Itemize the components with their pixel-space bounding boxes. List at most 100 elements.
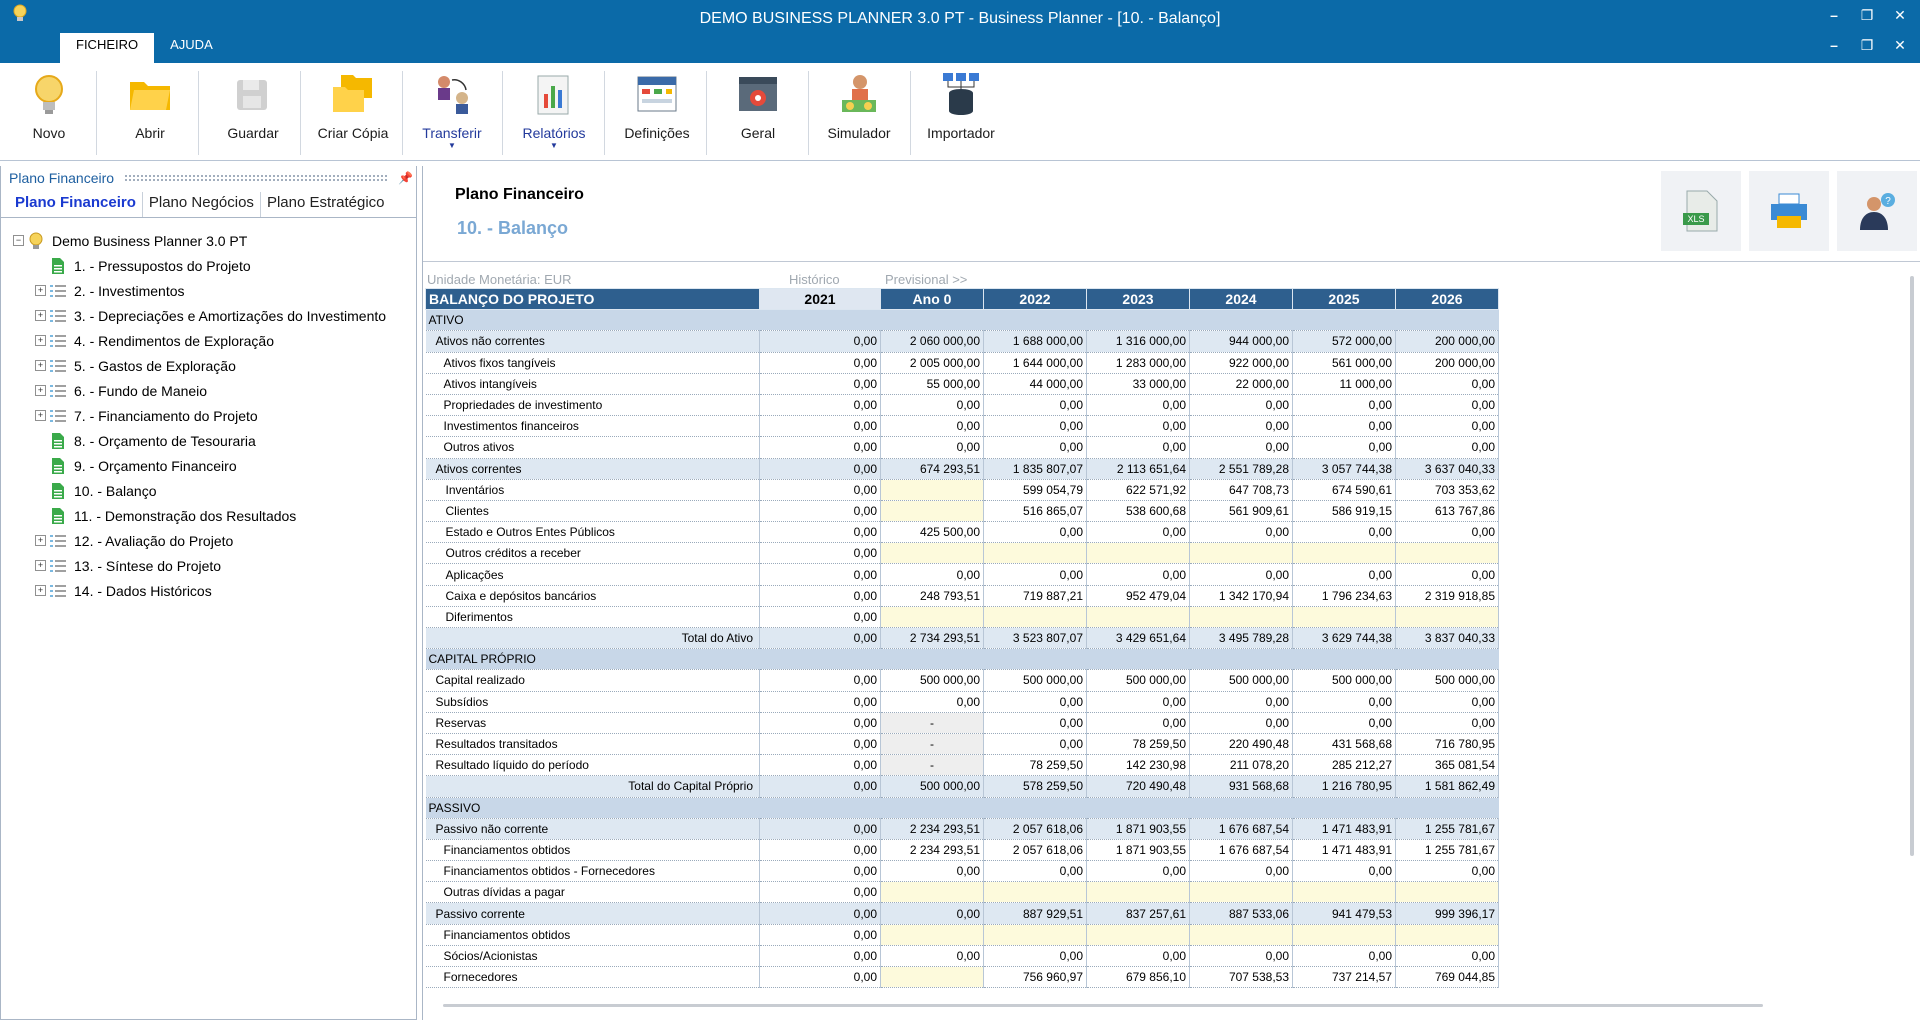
table-cell[interactable] xyxy=(1292,881,1396,904)
table-cell[interactable]: 285 212,27 xyxy=(1292,754,1396,777)
tree-item[interactable]: +4. - Rendimentos de Exploração xyxy=(13,328,413,353)
table-cell[interactable]: 0,00 xyxy=(1189,415,1293,438)
table-cell[interactable] xyxy=(1395,924,1499,946)
tree-item[interactable]: +12. - Avaliação do Projeto xyxy=(13,528,413,553)
tab-plano-financeiro[interactable]: Plano Financeiro xyxy=(9,192,143,217)
table-cell[interactable]: 0,00 xyxy=(759,352,881,374)
table-cell[interactable]: 0,00 xyxy=(1292,563,1396,586)
settings-button[interactable]: Definições xyxy=(616,69,698,157)
expand-icon[interactable]: + xyxy=(35,310,46,321)
table-cell[interactable] xyxy=(880,542,984,565)
expand-icon[interactable]: + xyxy=(35,410,46,421)
table-cell[interactable]: 78 259,50 xyxy=(983,754,1087,777)
table-cell[interactable]: 0,00 xyxy=(759,881,881,904)
table-cell[interactable]: 0,00 xyxy=(983,436,1087,459)
table-cell[interactable]: 0,00 xyxy=(983,521,1087,544)
table-cell[interactable]: 0,00 xyxy=(1395,860,1499,883)
table-cell[interactable]: 425 500,00 xyxy=(880,521,984,544)
table-cell[interactable]: 0,00 xyxy=(1189,521,1293,544)
table-cell[interactable]: 0,00 xyxy=(1395,394,1499,417)
expand-icon[interactable]: + xyxy=(35,385,46,396)
expand-icon[interactable]: + xyxy=(35,585,46,596)
table-cell[interactable]: 211 078,20 xyxy=(1189,754,1293,777)
table-cell[interactable]: 0,00 xyxy=(759,754,881,777)
table-cell[interactable]: 2 057 618,06 xyxy=(983,839,1087,862)
table-cell[interactable]: 538 600,68 xyxy=(1086,500,1190,523)
bulb-app-icon[interactable] xyxy=(8,2,32,26)
table-cell[interactable]: 0,00 xyxy=(1086,415,1190,438)
create-copy-button[interactable]: Criar Cópia xyxy=(314,69,392,157)
table-cell[interactable]: 561 909,61 xyxy=(1189,500,1293,523)
table-cell[interactable]: 0,00 xyxy=(759,373,881,395)
table-cell[interactable] xyxy=(1292,542,1396,565)
table-cell[interactable] xyxy=(1086,881,1190,904)
table-cell[interactable]: 0,00 xyxy=(1086,563,1190,586)
table-cell[interactable]: 0,00 xyxy=(983,945,1087,968)
restore-button[interactable]: ❐ xyxy=(1860,7,1874,23)
table-cell[interactable]: 0,00 xyxy=(1189,563,1293,586)
table-cell[interactable]: - xyxy=(880,733,984,756)
table-cell[interactable]: 1 471 483,91 xyxy=(1292,839,1396,862)
table-cell[interactable]: 1 796 234,63 xyxy=(1292,585,1396,607)
transfer-button[interactable]: Transferir ▼ xyxy=(414,69,490,157)
new-button[interactable]: Novo xyxy=(20,69,78,157)
table-cell[interactable]: 248 793,51 xyxy=(880,585,984,607)
table-cell[interactable]: 22 000,00 xyxy=(1189,373,1293,395)
tree-item[interactable]: +6. - Fundo de Maneio xyxy=(13,378,413,403)
table-cell[interactable]: 613 767,86 xyxy=(1395,500,1499,523)
table-cell[interactable] xyxy=(983,606,1087,629)
table-cell[interactable]: 0,00 xyxy=(759,669,881,692)
importer-button[interactable]: Importador xyxy=(918,69,1004,157)
table-cell[interactable]: 220 490,48 xyxy=(1189,733,1293,756)
tree-item[interactable]: +7. - Financiamento do Projeto xyxy=(13,403,413,428)
table-cell[interactable]: 0,00 xyxy=(759,542,881,565)
table-cell[interactable]: - xyxy=(880,712,984,734)
table-cell[interactable]: 0,00 xyxy=(1189,394,1293,417)
table-cell[interactable]: 719 887,21 xyxy=(983,585,1087,607)
general-button[interactable]: Geral xyxy=(718,69,798,157)
table-cell[interactable]: 0,00 xyxy=(1395,563,1499,586)
print-button[interactable] xyxy=(1749,171,1829,251)
table-cell[interactable]: 0,00 xyxy=(983,415,1087,438)
table-cell[interactable]: 561 000,00 xyxy=(1292,352,1396,374)
table-cell[interactable]: 586 919,15 xyxy=(1292,500,1396,523)
table-cell[interactable]: 33 000,00 xyxy=(1086,373,1190,395)
table-cell[interactable]: 0,00 xyxy=(880,860,984,883)
table-cell[interactable] xyxy=(880,924,984,946)
table-cell[interactable]: 500 000,00 xyxy=(1189,669,1293,692)
table-cell[interactable]: 500 000,00 xyxy=(983,669,1087,692)
expand-icon[interactable]: + xyxy=(35,560,46,571)
table-cell[interactable]: 0,00 xyxy=(759,436,881,459)
tree-item[interactable]: +3. - Depreciações e Amortizações do Inv… xyxy=(13,303,413,328)
table-cell[interactable]: 0,00 xyxy=(1292,415,1396,438)
table-cell[interactable]: 0,00 xyxy=(759,563,881,586)
expand-icon[interactable]: + xyxy=(35,535,46,546)
table-cell[interactable] xyxy=(1189,542,1293,565)
table-cell[interactable] xyxy=(1086,606,1190,629)
help-button[interactable]: ? xyxy=(1837,171,1917,251)
table-cell[interactable]: 78 259,50 xyxy=(1086,733,1190,756)
table-cell[interactable]: 0,00 xyxy=(759,606,881,629)
table-cell[interactable] xyxy=(983,542,1087,565)
table-cell[interactable]: 1 676 687,54 xyxy=(1189,839,1293,862)
table-cell[interactable]: 500 000,00 xyxy=(880,669,984,692)
tree-item[interactable]: +5. - Gastos de Exploração xyxy=(13,353,413,378)
tree-root[interactable]: − Demo Business Planner 3.0 PT xyxy=(13,228,413,253)
table-cell[interactable]: 200 000,00 xyxy=(1395,352,1499,374)
table-cell[interactable]: 0,00 xyxy=(1086,436,1190,459)
expand-icon[interactable]: + xyxy=(35,335,46,346)
expand-icon[interactable]: + xyxy=(35,285,46,296)
table-cell[interactable] xyxy=(880,966,984,989)
table-cell[interactable]: 2 005 000,00 xyxy=(880,352,984,374)
table-cell[interactable]: 1 644 000,00 xyxy=(983,352,1087,374)
table-cell[interactable]: 500 000,00 xyxy=(1395,669,1499,692)
table-cell[interactable]: 0,00 xyxy=(1086,945,1190,968)
table-cell[interactable]: 0,00 xyxy=(759,415,881,438)
table-cell[interactable] xyxy=(983,924,1087,946)
horizontal-scrollbar[interactable] xyxy=(443,1004,1763,1007)
table-cell[interactable]: 44 000,00 xyxy=(983,373,1087,395)
tree-item[interactable]: 10. - Balanço xyxy=(13,478,413,503)
table-cell[interactable]: 0,00 xyxy=(759,521,881,544)
table-cell[interactable]: 365 081,54 xyxy=(1395,754,1499,777)
table-cell[interactable]: 0,00 xyxy=(1395,712,1499,734)
